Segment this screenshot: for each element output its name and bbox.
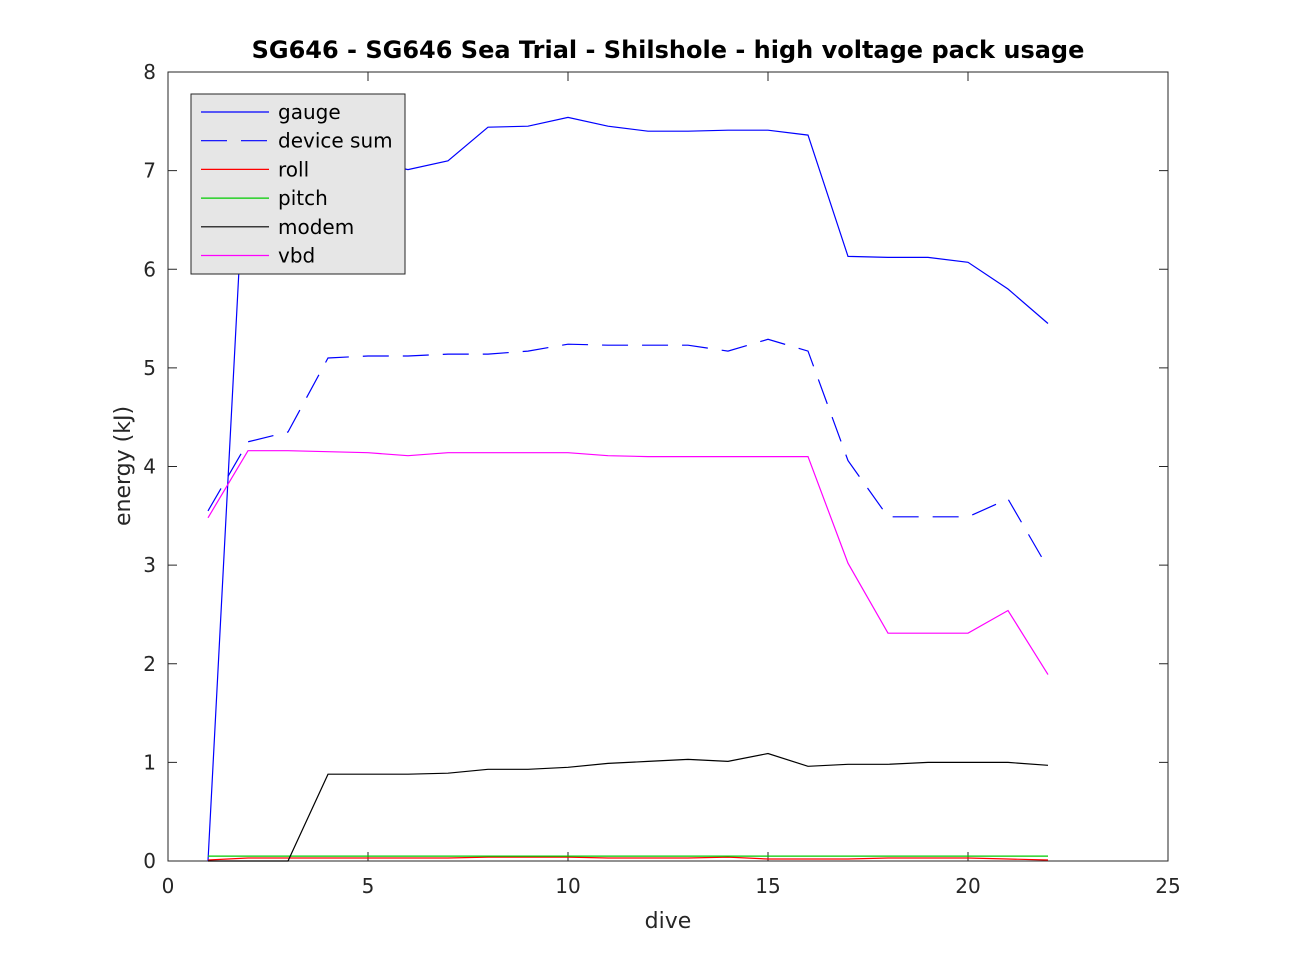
y-tick-label: 7 bbox=[143, 159, 156, 183]
legend-label: roll bbox=[278, 157, 309, 181]
legend-label: vbd bbox=[278, 244, 315, 268]
y-axis-label: energy (kJ) bbox=[111, 406, 136, 526]
legend: gauge device sum roll pitch modem vbd bbox=[190, 93, 406, 275]
axis-ticks: 0 5 10 15 20 25 0 1 2 3 4 5 6 7 8 bbox=[143, 60, 1180, 898]
y-tick-label: 1 bbox=[143, 750, 156, 774]
x-tick-label: 15 bbox=[755, 874, 780, 898]
legend-label: pitch bbox=[278, 186, 328, 210]
x-tick-label: 25 bbox=[1155, 874, 1180, 898]
chart-title: SG646 - SG646 Sea Trial - Shilshole - hi… bbox=[252, 36, 1085, 64]
y-tick-label: 6 bbox=[143, 257, 156, 281]
y-tick-label: 4 bbox=[143, 455, 156, 479]
y-tick-label: 2 bbox=[143, 652, 156, 676]
series-line-roll bbox=[207, 856, 1049, 861]
x-tick-label: 20 bbox=[955, 874, 980, 898]
x-tick-label: 5 bbox=[362, 874, 375, 898]
legend-label: device sum bbox=[278, 129, 393, 153]
y-tick-label: 0 bbox=[143, 849, 156, 873]
y-tick-label: 8 bbox=[143, 60, 156, 84]
series-line-vbd bbox=[207, 450, 1049, 675]
x-tick-label: 0 bbox=[162, 874, 175, 898]
x-axis-label: dive bbox=[645, 909, 692, 934]
series-line-modem bbox=[208, 752, 1049, 862]
y-tick-label: 3 bbox=[143, 553, 156, 577]
x-tick-label: 10 bbox=[555, 874, 580, 898]
y-tick-label: 5 bbox=[143, 356, 156, 380]
legend-box bbox=[190, 93, 406, 275]
series-line-device-sum bbox=[207, 338, 1049, 569]
legend-label: modem bbox=[278, 215, 354, 239]
legend-label: gauge bbox=[278, 100, 341, 124]
